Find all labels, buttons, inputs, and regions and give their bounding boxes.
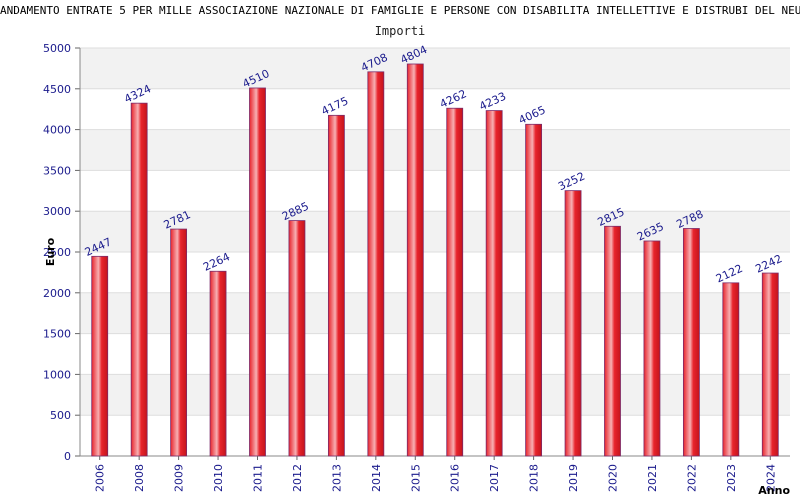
data-label: 4065 <box>517 103 548 127</box>
x-tick-label: 2009 <box>173 464 186 492</box>
data-label: 3252 <box>556 170 587 194</box>
data-label: 2242 <box>753 252 784 276</box>
y-tick-label: 3500 <box>43 164 71 177</box>
bar <box>170 228 188 457</box>
bar <box>682 228 700 457</box>
y-tick-label: 2500 <box>43 246 71 259</box>
data-label: 2122 <box>714 262 745 286</box>
bar <box>91 255 109 457</box>
x-tick-label: 2021 <box>646 464 659 492</box>
x-tick-label: 2008 <box>133 464 146 492</box>
x-tick-label: 2022 <box>685 464 698 492</box>
x-tick-label: 2010 <box>212 464 225 492</box>
y-tick-label: 3000 <box>43 205 71 218</box>
bar <box>525 123 543 457</box>
bar <box>643 240 661 457</box>
x-axis-label: Anno <box>758 484 790 497</box>
bar <box>564 190 582 457</box>
x-tick-label: 2014 <box>370 464 383 492</box>
y-axis-label: Euro <box>44 237 57 266</box>
x-tick-label: 2019 <box>567 464 580 492</box>
y-tick-label: 2000 <box>43 287 71 300</box>
grid-band <box>80 374 790 416</box>
x-tick-label: 2023 <box>725 464 738 492</box>
x-tick-label: 2018 <box>528 464 541 492</box>
y-tick-label: 500 <box>50 409 71 422</box>
bar <box>209 270 227 457</box>
x-tick-label: 2013 <box>330 464 343 492</box>
x-tick-label: 2020 <box>607 464 620 492</box>
data-label: 4262 <box>438 87 469 111</box>
bar <box>249 87 266 457</box>
bar <box>406 63 424 457</box>
y-tick-label: 5000 <box>43 42 71 55</box>
data-label: 2264 <box>201 250 232 274</box>
bar <box>761 272 779 457</box>
grid-band <box>80 211 790 252</box>
y-tick-label: 4000 <box>43 124 71 137</box>
bar <box>485 110 503 457</box>
chart-subtitle: Importi <box>374 24 426 38</box>
bar <box>130 102 148 457</box>
grid-band <box>80 292 790 334</box>
grid-band <box>80 129 790 171</box>
x-tick-label: 2016 <box>449 464 462 492</box>
y-tick-label: 1000 <box>43 368 71 381</box>
y-tick-label: 0 <box>64 450 71 463</box>
bar <box>446 107 464 457</box>
y-tick-label: 4500 <box>43 83 71 96</box>
bar <box>288 220 306 457</box>
data-label: 4175 <box>319 94 350 118</box>
y-tick-label: 1500 <box>43 328 71 341</box>
grid-band <box>80 48 790 89</box>
x-tick-label: 2006 <box>94 464 107 492</box>
bar <box>604 225 621 457</box>
x-tick-label: 2011 <box>252 464 265 492</box>
x-tick-label: 2024 <box>764 464 777 492</box>
x-tick-label: 2017 <box>488 464 501 492</box>
bar <box>367 71 385 457</box>
x-tick-label: 2015 <box>409 464 422 492</box>
chart-title: ANDAMENTO ENTRATE 5 PER MILLE ASSOCIAZIO… <box>0 4 800 17</box>
bar <box>327 114 345 457</box>
bar <box>722 282 740 457</box>
x-tick-label: 2012 <box>291 464 304 492</box>
data-label: 4233 <box>477 90 508 114</box>
